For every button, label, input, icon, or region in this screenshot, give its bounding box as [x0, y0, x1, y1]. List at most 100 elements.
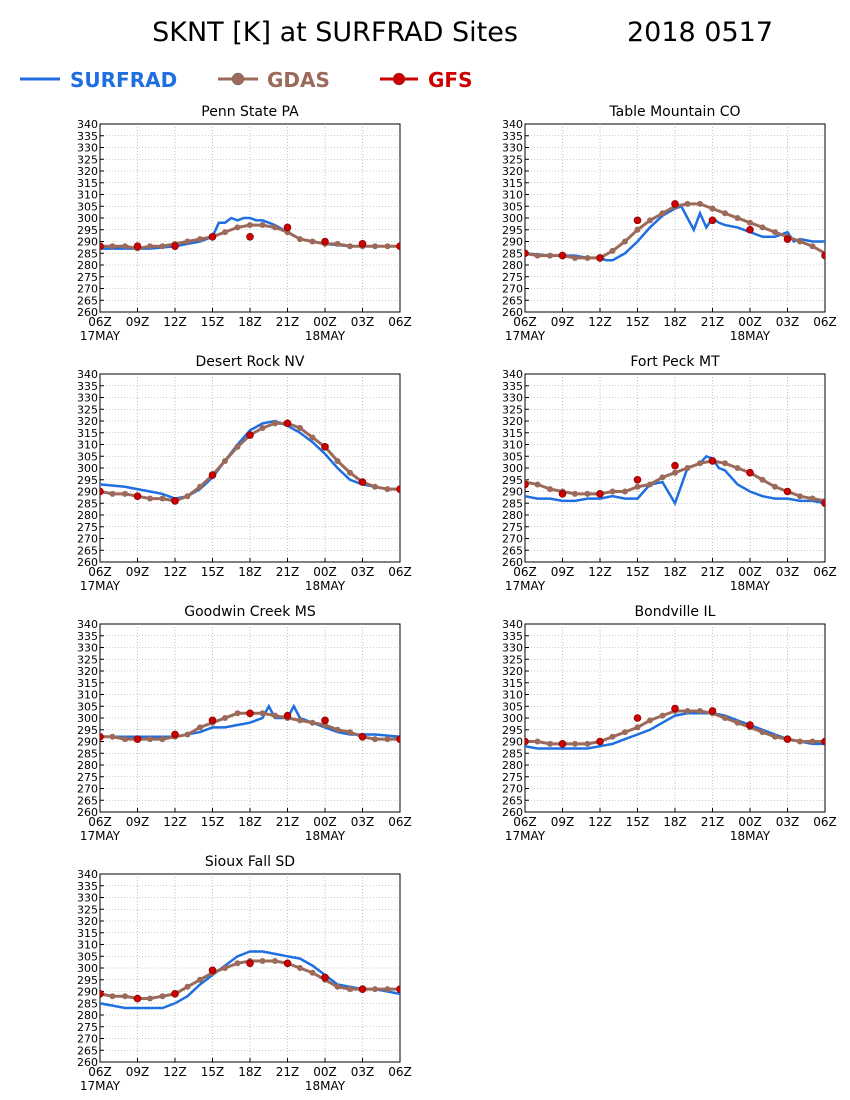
- x-date-label: 17MAY: [505, 579, 546, 593]
- y-tick-label: 325: [77, 903, 98, 916]
- gdas-point: [722, 460, 728, 467]
- gfs-point: [596, 737, 604, 746]
- gdas-point: [647, 717, 653, 724]
- x-tick-label: 12Z: [163, 815, 187, 829]
- panel-penn-state-pa: Penn State PA 260265270275280285290295300…: [77, 104, 412, 343]
- gfs-point: [633, 475, 642, 484]
- y-tick-label: 325: [502, 403, 523, 416]
- gfs-point: [321, 237, 329, 246]
- y-tick-label: 265: [502, 544, 523, 557]
- x-date-label: 17MAY: [80, 1079, 121, 1093]
- gdas-point: [622, 238, 628, 245]
- y-tick-label: 290: [77, 486, 98, 499]
- y-tick-label: 260: [77, 306, 98, 319]
- y-tick-label: 280: [77, 1009, 98, 1022]
- gdas-point: [584, 490, 591, 497]
- panel-desert-rock-nv: Desert Rock NV26026527027528028529029530…: [77, 354, 412, 593]
- legend-item-gfs: GFS: [380, 68, 472, 92]
- gdas-point: [734, 215, 741, 221]
- legend-label: GDAS: [267, 68, 330, 92]
- gdas-point: [122, 993, 128, 1000]
- y-tick-label: 280: [502, 259, 523, 272]
- gdas-point: [659, 210, 666, 217]
- y-tick-label: 315: [77, 927, 98, 940]
- gdas-point: [334, 240, 341, 247]
- gdas-point: [659, 474, 666, 481]
- gdas-point: [609, 247, 616, 254]
- gfs-point: [133, 735, 142, 743]
- x-tick-label: 09Z: [551, 815, 575, 829]
- gdas-point: [684, 465, 691, 471]
- series-group: [525, 454, 825, 508]
- y-tick-label: 295: [502, 224, 523, 237]
- y-tick-label: 330: [502, 142, 523, 155]
- x-tick-label: 00Z: [313, 565, 337, 579]
- gdas-point: [309, 238, 316, 245]
- y-tick-label: 290: [502, 236, 523, 249]
- gdas-point: [722, 715, 728, 721]
- x-tick-label: 06Z: [388, 315, 412, 329]
- y-tick-label: 325: [77, 153, 98, 166]
- gdas-point: [247, 222, 253, 229]
- gdas-point: [609, 733, 616, 740]
- gfs-point: [171, 990, 179, 998]
- x-tick-label: 18Z: [663, 315, 687, 329]
- y-tick-label: 285: [77, 497, 98, 510]
- y-tick-label: 335: [77, 130, 98, 143]
- panel-sioux-fall-sd: Sioux Fall SD 260265270275280285290295300…: [77, 854, 412, 1093]
- x-tick-label: 15Z: [201, 315, 225, 329]
- legend-item-gdas: GDAS: [218, 68, 330, 92]
- gdas-point: [197, 483, 203, 490]
- gdas-point: [272, 224, 278, 231]
- y-tick-label: 330: [77, 392, 98, 405]
- x-tick-label: 21Z: [701, 565, 725, 579]
- y-tick-label: 265: [502, 294, 523, 307]
- gdas-point: [272, 712, 278, 719]
- x-tick-label: 06Z: [388, 815, 412, 829]
- gdas-point: [122, 243, 128, 250]
- y-tick-label: 270: [502, 283, 523, 296]
- x-tick-label: 06Z: [388, 565, 412, 579]
- y-tick-label: 265: [502, 794, 523, 807]
- x-tick-label: 21Z: [276, 815, 300, 829]
- gdas-point: [222, 457, 228, 464]
- y-tick-label: 280: [502, 509, 523, 522]
- y-tick-label: 265: [77, 294, 98, 307]
- x-date-label: 18MAY: [305, 579, 346, 593]
- y-tick-label: 295: [502, 724, 523, 737]
- x-tick-label: 03Z: [776, 565, 800, 579]
- grid: [100, 124, 400, 312]
- gdas-point: [147, 736, 153, 743]
- gdas-point: [222, 229, 228, 236]
- y-tick-label: 335: [77, 880, 98, 893]
- legend: SURFRAD GDAS GFS: [20, 68, 472, 92]
- y-tick-label: 340: [77, 118, 98, 131]
- y-tick-label: 285: [502, 747, 523, 760]
- gdas-point: [634, 724, 641, 731]
- gdas-point: [147, 243, 153, 250]
- gfs-point: [708, 707, 717, 715]
- gfs-point: [558, 490, 567, 498]
- x-tick-label: 09Z: [126, 1065, 150, 1079]
- x-tick-label: 12Z: [163, 565, 187, 579]
- series-group: [525, 200, 825, 262]
- gdas-point: [259, 710, 266, 717]
- gdas-point: [572, 254, 578, 261]
- panel-goodwin-creek-ms: Goodwin Creek MS 260265270275280285290295…: [77, 604, 412, 843]
- y-tick-label: 305: [77, 950, 98, 963]
- y-tick-label: 275: [77, 521, 98, 534]
- y-tick-label: 260: [77, 556, 98, 569]
- legend-item-surfrad: SURFRAD: [20, 68, 177, 92]
- y-tick-label: 305: [77, 200, 98, 213]
- series-group: [100, 703, 400, 743]
- gdas-point: [572, 740, 578, 747]
- gfs-point: [358, 240, 367, 248]
- gdas-point: [297, 236, 303, 243]
- y-tick-label: 330: [77, 892, 98, 905]
- gfs-point: [558, 251, 567, 260]
- gfs-point: [133, 994, 142, 1003]
- gfs-point: [208, 966, 217, 975]
- gfs-point: [525, 249, 529, 258]
- gdas-point: [534, 252, 541, 259]
